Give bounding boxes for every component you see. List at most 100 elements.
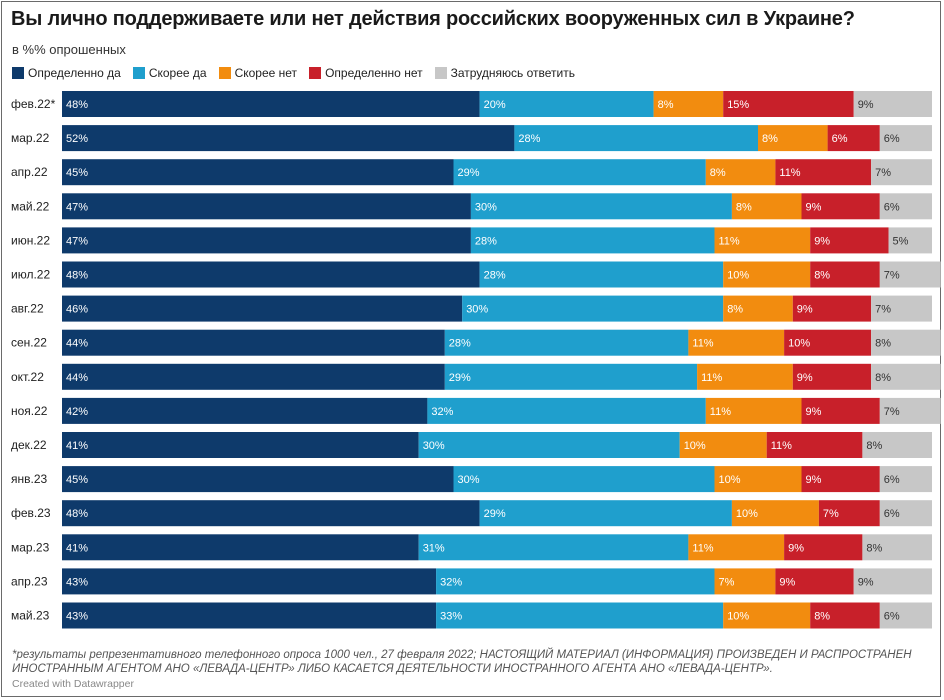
bar-segment	[871, 363, 941, 390]
legend-swatch	[309, 67, 322, 79]
legend-label: Определенно да	[28, 66, 121, 80]
category-label: мар.23	[11, 540, 50, 554]
bar-segment	[62, 432, 419, 458]
data-label: 6%	[884, 133, 900, 145]
data-label: 8%	[710, 167, 726, 179]
bar-segment	[801, 193, 880, 220]
bar-segment	[723, 261, 811, 288]
bar-segment	[818, 500, 880, 527]
category-label: окт.22	[11, 370, 44, 384]
data-label: 44%	[66, 338, 88, 350]
data-label: 9%	[797, 372, 813, 384]
bar-segment	[784, 329, 872, 356]
bar-segment	[62, 227, 471, 254]
bar-segment	[62, 125, 515, 152]
data-label: 11%	[710, 406, 731, 418]
data-label: 11%	[719, 235, 740, 247]
category-label: мар.22	[11, 131, 50, 145]
bar-segment	[879, 125, 932, 152]
data-label: 8%	[875, 372, 891, 384]
data-label: 8%	[814, 611, 830, 623]
data-label: 28%	[518, 133, 540, 145]
data-label: 10%	[736, 508, 758, 520]
data-label: 15%	[727, 99, 749, 111]
data-label: 9%	[806, 474, 822, 486]
bar-segment	[853, 568, 932, 595]
bar-segment	[810, 602, 880, 629]
bar-segment	[62, 534, 419, 561]
category-label: янв.23	[11, 472, 48, 486]
data-label: 33%	[440, 611, 462, 623]
stacked-bar-chart: фев.22* 48% 20% 8% 15% 9% мар.22 52% 28% 8% 6% 6% ап…	[11, 91, 941, 629]
data-label: 8%	[866, 542, 882, 554]
bar-segment	[62, 329, 445, 356]
data-label: 46%	[66, 304, 88, 316]
data-label: 8%	[875, 338, 891, 350]
data-label: 10%	[727, 611, 749, 623]
data-label: 11%	[692, 542, 713, 554]
bar-segment	[810, 227, 889, 254]
chart-title: Вы лично поддерживаете или нет действия …	[11, 8, 855, 30]
bar-segment	[418, 432, 680, 458]
data-label: 9%	[858, 576, 874, 588]
category-label: ноя.22	[11, 404, 48, 418]
data-label: 7%	[719, 576, 735, 588]
bar-segment	[62, 159, 454, 186]
bar-segment	[792, 363, 872, 390]
data-label: 8%	[736, 201, 752, 213]
data-label: 6%	[884, 611, 900, 623]
bar-segment	[470, 193, 732, 220]
bar-segment	[862, 534, 932, 561]
data-label: 5%	[893, 235, 909, 247]
data-label: 48%	[66, 270, 88, 282]
data-label: 7%	[875, 167, 891, 179]
data-label: 10%	[719, 474, 741, 486]
data-label: 11%	[771, 440, 792, 452]
legend-label: Определенно нет	[325, 66, 423, 80]
data-label: 7%	[823, 508, 839, 520]
data-label: 6%	[884, 508, 900, 520]
category-label: фев.23	[11, 506, 51, 520]
bar-segment	[879, 602, 932, 629]
bar-segment	[62, 261, 480, 288]
bar-segment	[862, 432, 932, 458]
bar-segment	[705, 159, 776, 186]
legend-item-rather-no: Скорее нет	[218, 66, 297, 80]
bar-segment	[731, 193, 802, 220]
data-label: 41%	[66, 542, 88, 554]
bar-segment	[697, 363, 793, 390]
legend-swatch	[218, 67, 231, 79]
data-label: 9%	[806, 406, 822, 418]
data-label: 10%	[788, 338, 810, 350]
bar-segment	[879, 500, 932, 527]
data-label: 9%	[779, 576, 795, 588]
bar-segment	[62, 295, 463, 322]
bar-segment	[801, 466, 880, 493]
data-label: 8%	[762, 133, 778, 145]
chart-subtitle: в %% опрошенных	[12, 42, 126, 57]
bar-segment	[714, 466, 802, 493]
category-label: май.22	[11, 199, 50, 213]
data-label: 48%	[66, 99, 88, 111]
bar-segment	[436, 568, 715, 595]
legend-label: Затрудняюсь ответить	[450, 66, 575, 80]
legend-label: Скорее да	[148, 66, 207, 80]
data-label: 52%	[66, 133, 88, 145]
bar-segment	[879, 397, 941, 424]
legend-swatch	[132, 67, 145, 79]
category-label: июн.22	[11, 233, 50, 247]
bar-segment	[453, 466, 715, 493]
bar-segment	[427, 397, 706, 424]
data-label: 30%	[423, 440, 445, 452]
bar-segment	[879, 193, 932, 220]
data-label: 6%	[884, 474, 900, 486]
data-label: 29%	[449, 372, 471, 384]
legend-item-definitely-yes: Определенно да	[12, 66, 121, 80]
bar-segment	[879, 261, 941, 288]
bar-segment	[479, 91, 654, 117]
footnote: *результаты репрезентативного телефонног…	[12, 649, 912, 675]
bar-segment	[758, 125, 828, 152]
bar-segment	[714, 227, 811, 254]
bar-segment	[775, 568, 854, 595]
bar-segment	[418, 534, 689, 561]
